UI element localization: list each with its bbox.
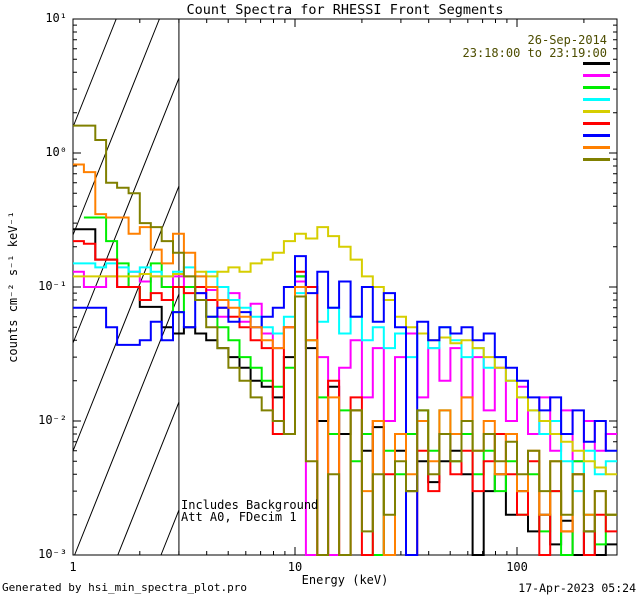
- render-timestamp: 17-Apr-2023 05:24: [518, 581, 636, 595]
- x-tick-100: 100: [506, 560, 528, 574]
- x-tick-1: 1: [69, 560, 77, 574]
- x-tick-10: 10: [287, 560, 303, 574]
- legend-swatch-4f: [583, 98, 610, 101]
- hatched-attenuation-region: [72, 18, 180, 556]
- legend-swatch-5f: [583, 110, 610, 113]
- obs-time-range: 23:18:00 to 23:19:00: [462, 46, 608, 60]
- y-tick-10e-1: 10⁻¹: [38, 279, 67, 293]
- spectrum-curve-1f: [73, 228, 617, 556]
- spectrum-curve-7f: [73, 255, 617, 556]
- spectrum-curve-4f: [73, 262, 617, 493]
- x-axis-label: Energy (keV): [301, 573, 389, 587]
- legend-swatch-8f: [583, 146, 610, 149]
- legend-swatch-6f: [583, 122, 610, 125]
- spectrum-curve-8f: [73, 163, 617, 556]
- chart-title: Count Spectra for RHESSI Front Segments: [186, 2, 504, 18]
- note-attenuator-state: Att A0, FDecim 1: [181, 510, 297, 524]
- legend-swatch-7f: [583, 134, 610, 137]
- legend-swatch-9f: [583, 158, 610, 161]
- y-tick-10e-2: 10⁻²: [38, 413, 67, 427]
- note-includes-background: Includes Background: [181, 498, 319, 512]
- legend-swatch-1f: [583, 62, 610, 65]
- legend-swatch-3f: [583, 86, 610, 89]
- legend-swatch-2f: [583, 74, 610, 77]
- generated-by-text: Generated by hsi_min_spectra_plot.pro: [2, 581, 248, 594]
- obs-date: 26-Sep-2014: [527, 33, 607, 47]
- spectrum-curve-9f: [73, 124, 617, 556]
- y-tick-10e1: 10¹: [45, 11, 67, 25]
- spectrum-curve-2f: [73, 270, 617, 556]
- y-tick-10e0: 10⁰: [45, 145, 67, 159]
- y-tick-10e-3: 10⁻³: [38, 547, 67, 561]
